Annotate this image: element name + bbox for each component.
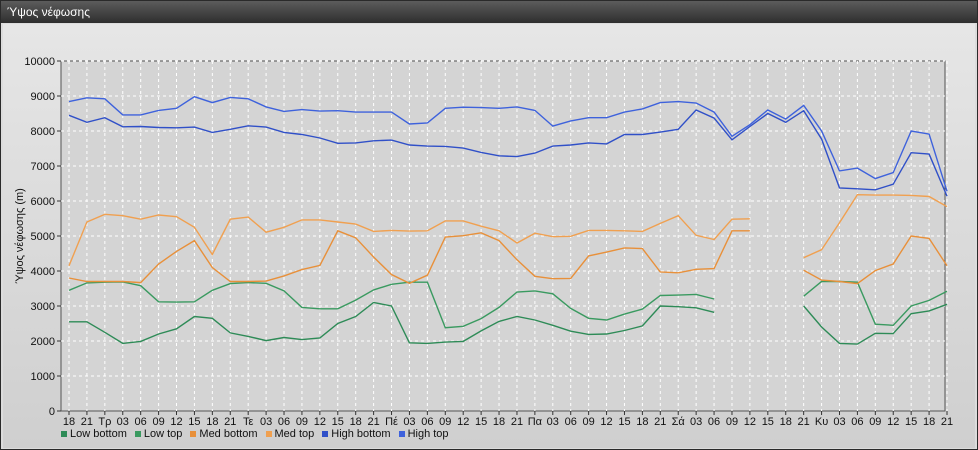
y-axis-label: Ύψος νέφωσης (m) [14,188,26,284]
legend-label: Med bottom [199,428,258,440]
x-tick-label: 21 [224,416,236,428]
x-tick-label: Τε [243,416,254,428]
plot-area [60,60,946,412]
legend-item: High bottom [322,427,391,441]
legend-swatch [322,431,329,437]
x-tick-label: 21 [511,416,523,428]
x-tick-label: 03 [833,416,845,428]
x-tick-label: 12 [457,416,469,428]
chart-legend: Low bottom Low top Med bottom Med top High b… [61,427,449,441]
legend-swatch [134,431,141,437]
x-tick-label: 21 [798,416,810,428]
x-tick-label: 15 [188,416,200,428]
y-tick-label: 0 [49,406,55,418]
legend-label: High bottom [331,428,391,440]
x-tick-label: 06 [278,416,290,428]
series-line-med-bottom [803,235,948,285]
x-tick-label: Σά [672,416,686,428]
x-tick-label: 12 [887,416,899,428]
legend-swatch [265,431,272,437]
x-tick-label: 12 [744,416,756,428]
x-tick-label: Τρ [98,416,111,428]
x-tick-label: 15 [618,416,630,428]
x-tick-label: 12 [314,416,326,428]
x-tick-label: 18 [350,416,362,428]
x-tick-label: Πέ [385,416,398,428]
y-tick-label: 10000 [24,56,55,68]
x-tick-label: 09 [152,416,164,428]
x-tick-label: 21 [941,416,953,428]
x-tick-label: 06 [135,416,147,428]
series-line-med-top [803,193,948,259]
legend-item: Low top [134,427,183,441]
x-tick-label: 18 [780,416,792,428]
y-tick-label: 6000 [31,196,55,208]
series-line-med-bottom [68,229,750,285]
legend-label: Low top [143,428,183,440]
legend-swatch [190,431,197,437]
legend-label: Med top [274,428,315,440]
x-tick-label: 21 [654,416,666,428]
x-tick-label: 21 [81,416,93,428]
x-tick-label: 15 [762,416,774,428]
y-tick-label: 8000 [31,126,55,138]
x-tick-label: 15 [475,416,487,428]
title-bar: Ύψος νέφωσης [1,1,977,23]
x-tick-label: 18 [923,416,935,428]
y-tick-label: 3000 [31,301,55,313]
x-tick-label: 03 [260,416,272,428]
x-tick-label: 09 [439,416,451,428]
series-line-high-bottom [68,109,948,197]
x-tick-label: 18 [206,416,218,428]
x-tick-label: 03 [403,416,415,428]
series-line-high-top [68,95,948,192]
series-line-med-top [68,213,750,267]
legend-swatch [398,431,405,437]
y-tick-label: 9000 [31,91,55,103]
y-tick-label: 7000 [31,161,55,173]
legend-label: Low bottom [70,428,127,440]
legend-item: High top [398,427,449,441]
x-tick-label: 18 [636,416,648,428]
series-line-low-top [68,281,715,329]
series-line-low-bottom [803,303,948,345]
legend-item: Med bottom [190,427,258,441]
y-tick-label: 5000 [31,231,55,243]
x-tick-label: 12 [600,416,612,428]
legend-label: High top [407,428,449,440]
series-line-low-bottom [69,301,715,345]
x-tick-label: 03 [117,416,129,428]
x-tick-label: 06 [851,416,863,428]
x-tick-label: 06 [565,416,577,428]
x-tick-label: 12 [170,416,182,428]
x-tick-label: 09 [869,416,881,428]
x-tick-label: 18 [63,416,75,428]
x-tick-label: 09 [296,416,308,428]
x-tick-label: Κυ [815,416,828,428]
window-title: Ύψος νέφωσης [7,5,90,19]
x-tick-label: 06 [421,416,433,428]
x-tick-label: 15 [332,416,344,428]
x-tick-label: 09 [583,416,595,428]
x-tick-label: 18 [493,416,505,428]
legend-item: Med top [265,427,315,441]
x-tick-label: 15 [905,416,917,428]
x-tick-label: 03 [690,416,702,428]
y-tick-label: 2000 [31,336,55,348]
x-tick-label: 09 [726,416,738,428]
legend-swatch [61,431,67,437]
series-line-low-top [803,280,948,327]
legend-item: Low bottom [61,427,127,441]
x-tick-label: 03 [547,416,559,428]
x-tick-label: 06 [708,416,720,428]
y-tick-label: 4000 [31,266,55,278]
x-tick-label: Πα [528,416,543,428]
y-tick-label: 1000 [31,371,55,383]
x-tick-label: 21 [367,416,379,428]
